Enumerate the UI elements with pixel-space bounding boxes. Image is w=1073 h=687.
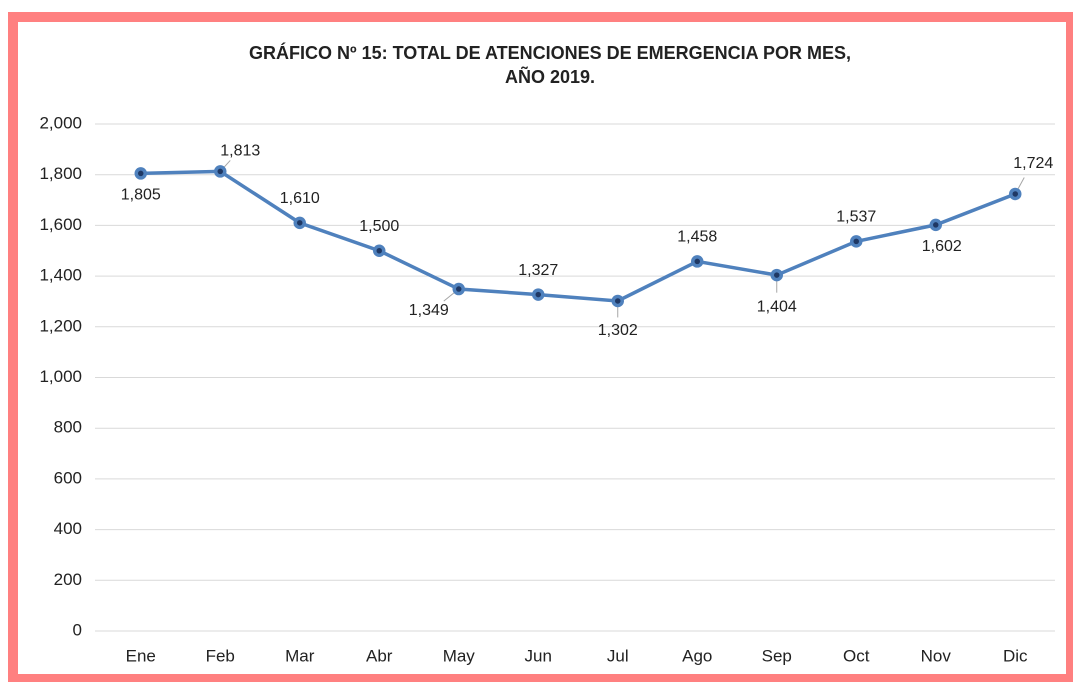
y-tick-label: 2,000 bbox=[39, 113, 82, 132]
x-tick-label: Dic bbox=[1003, 646, 1028, 665]
data-label: 1,404 bbox=[757, 298, 797, 315]
data-label: 1,805 bbox=[121, 187, 161, 204]
x-tick-label: May bbox=[443, 646, 476, 665]
data-label: 1,724 bbox=[1013, 155, 1053, 172]
data-label: 1,610 bbox=[280, 190, 320, 207]
x-tick-label: Abr bbox=[366, 646, 393, 665]
chart-title: GRÁFICO Nº 15: TOTAL DE ATENCIONES DE EM… bbox=[249, 42, 851, 63]
y-tick-label: 1,200 bbox=[39, 316, 82, 335]
frame-right bbox=[1066, 22, 1073, 674]
data-label: 1,537 bbox=[836, 209, 876, 226]
marker bbox=[850, 235, 863, 248]
marker bbox=[214, 165, 227, 178]
y-tick-label: 1,400 bbox=[39, 266, 82, 285]
y-tick-label: 200 bbox=[54, 570, 82, 589]
data-label: 1,813 bbox=[220, 143, 260, 160]
marker bbox=[929, 218, 942, 232]
data-label: 1,302 bbox=[598, 322, 638, 339]
line bbox=[140, 169, 1016, 303]
x-tick-label: Nov bbox=[921, 646, 952, 665]
frame-bottom bbox=[18, 674, 1073, 682]
y-tick-label: 400 bbox=[54, 519, 82, 538]
chart-title: AÑO 2019. bbox=[505, 66, 595, 87]
x-tick-label: Mar bbox=[285, 646, 315, 665]
x-tick-label: Jun bbox=[525, 646, 552, 665]
y-tick-label: 800 bbox=[54, 418, 82, 437]
x-tick-label: Oct bbox=[843, 646, 870, 665]
x-tick-label: Feb bbox=[206, 646, 235, 665]
y-tick-label: 1,000 bbox=[39, 367, 82, 386]
y-tick-label: 600 bbox=[54, 468, 82, 487]
data-label: 1,500 bbox=[359, 218, 399, 235]
marker bbox=[770, 268, 783, 282]
x-tick-label: Ago bbox=[682, 646, 712, 665]
marker bbox=[611, 294, 624, 308]
x-tick-label: Jul bbox=[607, 646, 629, 665]
marker bbox=[691, 255, 704, 268]
marker bbox=[134, 167, 147, 180]
y-tick-label: 1,800 bbox=[39, 164, 82, 183]
marker bbox=[293, 216, 306, 230]
y-tick-label: 1,600 bbox=[39, 215, 82, 234]
data-label: 1,327 bbox=[518, 262, 558, 279]
data-label: 1,349 bbox=[409, 302, 449, 319]
y-tick-label: 0 bbox=[73, 620, 82, 639]
data-label: 1,458 bbox=[677, 229, 717, 246]
marker bbox=[373, 244, 386, 257]
marker bbox=[452, 282, 465, 296]
marker bbox=[532, 288, 545, 301]
data-label: 1,602 bbox=[922, 238, 962, 255]
x-tick-label: Sep bbox=[762, 646, 792, 665]
x-tick-label: Ene bbox=[126, 646, 156, 665]
marker bbox=[1009, 187, 1022, 201]
